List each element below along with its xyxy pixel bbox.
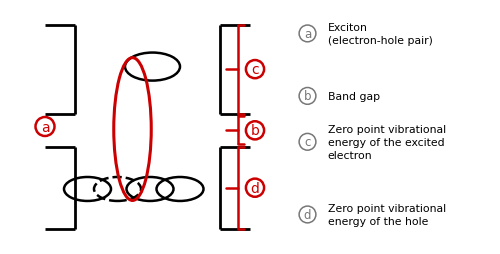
Text: a: a [304,28,311,41]
Text: Zero point vibrational
energy of the excited
electron: Zero point vibrational energy of the exc… [328,124,446,160]
Text: a: a [40,120,50,134]
Text: c: c [304,136,310,149]
Text: Band gap: Band gap [328,91,380,102]
Text: d: d [304,208,311,221]
Text: Exciton
(electron-hole pair): Exciton (electron-hole pair) [328,23,432,46]
Text: Zero point vibrational
energy of the hole: Zero point vibrational energy of the hol… [328,203,446,226]
Text: b: b [250,124,260,138]
Text: b: b [304,90,311,103]
Text: c: c [251,63,259,77]
Text: d: d [250,181,260,195]
